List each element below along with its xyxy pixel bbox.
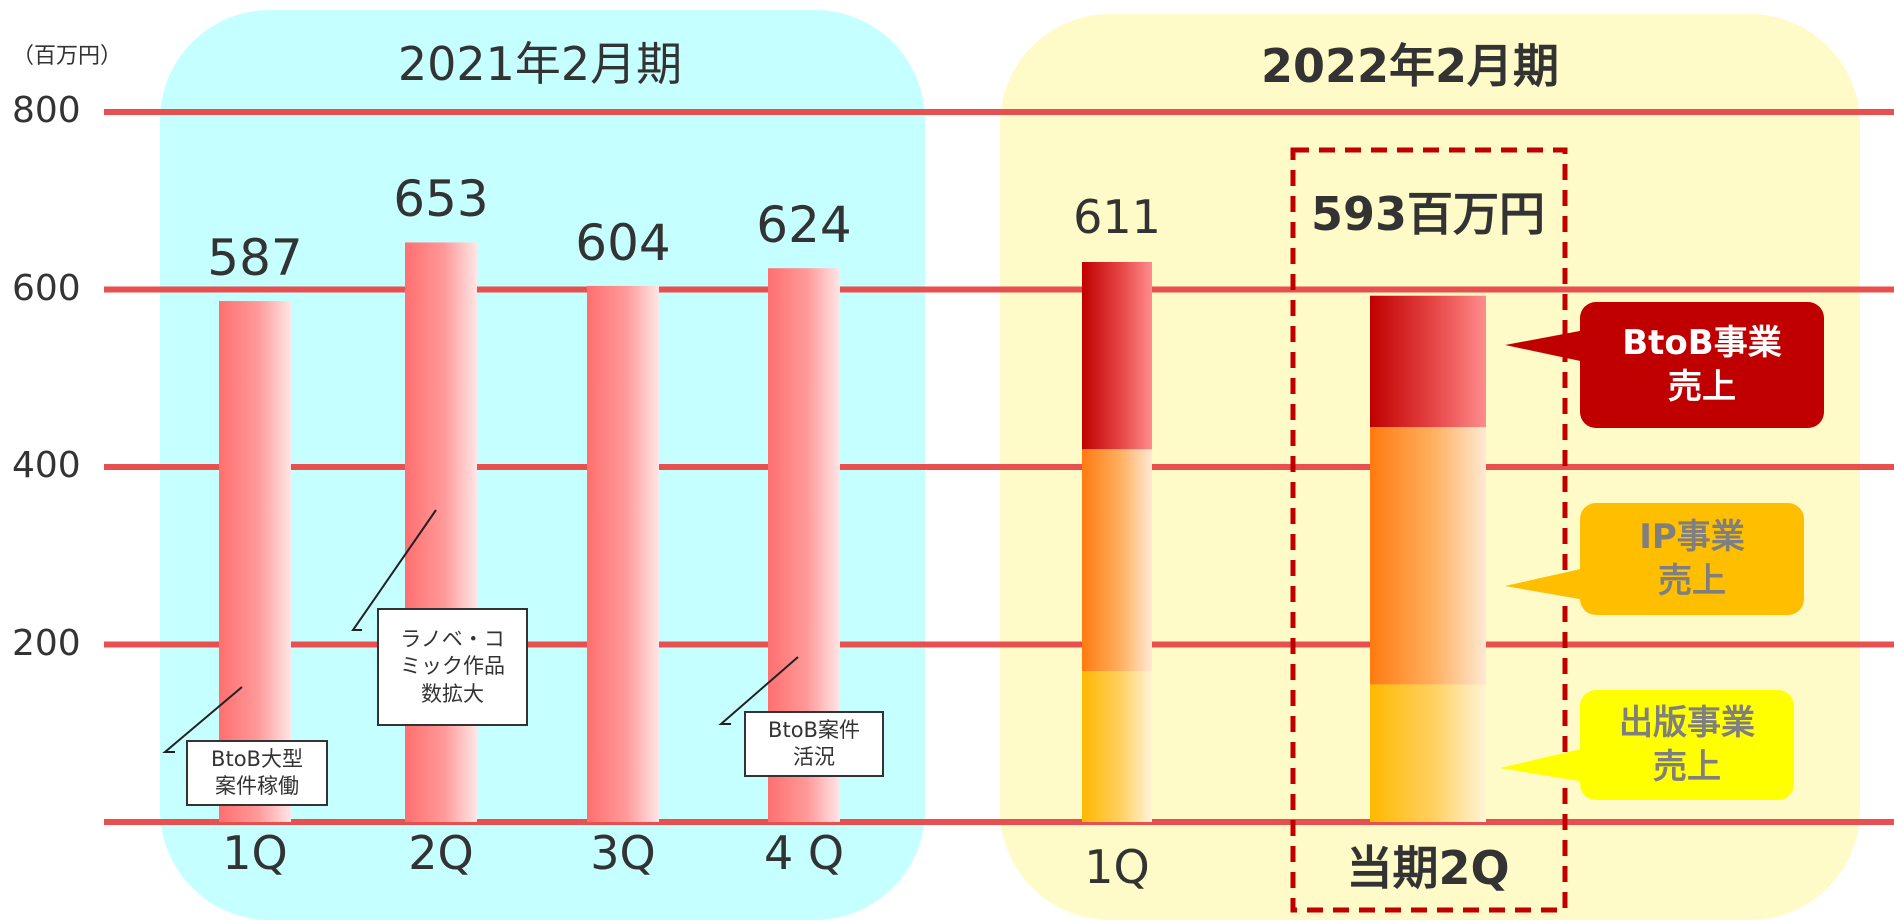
period-title-2021: 2021年2月期 <box>397 37 683 91</box>
legend-publishing: 出版事業 売上 <box>1580 690 1794 800</box>
bar-2022-btob-0 <box>1082 261 1152 450</box>
value-label: 611 <box>1073 189 1161 244</box>
value-label: 604 <box>575 213 671 272</box>
x-tick-label: 当期2Q <box>1346 841 1510 895</box>
callout-pointers <box>162 509 799 753</box>
bar-2022-ip-0 <box>1082 449 1152 672</box>
bar-2021-1Q <box>219 301 291 823</box>
bar-2021-3Q <box>587 285 659 822</box>
value-label: 593百万円 <box>1310 187 1546 241</box>
value-label: 587 <box>207 229 303 288</box>
x-tick-label: 1Q <box>1084 840 1150 894</box>
legend-pointers <box>1500 330 1585 782</box>
btob-pointer <box>1505 330 1585 362</box>
publishing-pointer <box>1500 748 1585 782</box>
unit-label: （百万円） <box>12 44 123 69</box>
callout-q1: BtoB大型 案件稼働 <box>186 740 328 806</box>
period-title-2022: 2022年2月期 <box>1260 39 1560 93</box>
bars <box>219 242 1486 823</box>
value-label: 624 <box>756 196 852 255</box>
callout-pointer-q4 <box>718 656 799 725</box>
y-tick-label: 400 <box>12 445 81 486</box>
y-tick-label: 200 <box>12 622 81 664</box>
y-tick-label: 600 <box>12 267 81 309</box>
callout-q4: BtoB案件 活況 <box>744 711 884 777</box>
bar-2022-ip-1 <box>1370 427 1486 685</box>
callout-pointer-q1 <box>162 686 243 753</box>
legend-ip: IP事業 売上 <box>1580 503 1804 615</box>
bar-2022-publishing-1 <box>1370 684 1486 822</box>
callout-q2: ラノベ・コ ミック作品 数拡大 <box>377 608 528 726</box>
y-tick-label: 800 <box>12 90 81 131</box>
bar-2021-2Q <box>405 242 477 822</box>
ip-pointer <box>1505 568 1585 600</box>
x-tick-label: 1Q <box>222 826 288 880</box>
x-tick-label: 4 Q <box>763 826 845 880</box>
x-tick-label: 3Q <box>590 826 656 880</box>
callout-pointer-q2 <box>351 509 437 631</box>
highlight-frame <box>1290 147 1568 913</box>
bar-2022-btob-1 <box>1370 295 1486 428</box>
value-label: 653 <box>393 170 489 229</box>
bar-2022-publishing-0 <box>1082 671 1152 822</box>
x-tick-label: 2Q <box>408 826 474 880</box>
legend-btob: BtoB事業 売上 <box>1580 302 1824 428</box>
